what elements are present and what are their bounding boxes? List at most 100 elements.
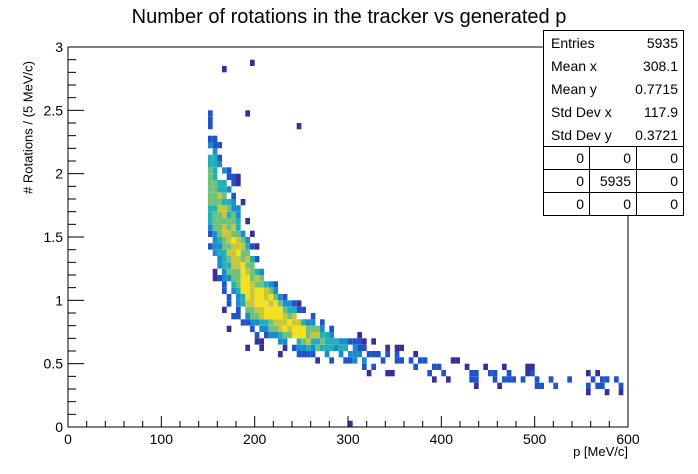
- heatmap-cell: [226, 243, 232, 250]
- heatmap-cell: [231, 268, 236, 275]
- heatmap-cell: [231, 275, 236, 282]
- heatmap-cell: [469, 370, 474, 377]
- heatmap-cell: [254, 256, 260, 263]
- heatmap-cell: [240, 319, 246, 326]
- heatmap-cell: [343, 357, 348, 364]
- heatmap-cell: [250, 294, 255, 301]
- heatmap-cell: [324, 332, 330, 339]
- heatmap-cell: [292, 344, 297, 351]
- heatmap-cell: [264, 281, 269, 288]
- heatmap-cell: [273, 319, 278, 326]
- heatmap-cell: [217, 275, 222, 282]
- heatmap-cell: [236, 249, 241, 256]
- heatmap-cell: [240, 281, 246, 288]
- heatmap-cell: [338, 351, 344, 358]
- heatmap-cell: [222, 230, 227, 237]
- heatmap-cell: [292, 319, 297, 326]
- heatmap-cell: [282, 313, 288, 320]
- y-tick-label: 3: [55, 39, 63, 55]
- heatmap-cell: [329, 344, 334, 351]
- heatmap-cell: [385, 351, 390, 358]
- heatmap-cell: [282, 306, 288, 313]
- heatmap-cell: [586, 382, 591, 389]
- y-tick-label: 1.5: [44, 229, 64, 245]
- heatmap-cell: [208, 180, 213, 187]
- heatmap-cell: [217, 243, 222, 250]
- heatmap-cell: [222, 211, 227, 218]
- heatmap-cell: [208, 167, 213, 174]
- heatmap-cell: [236, 180, 241, 187]
- heatmap-cell: [226, 294, 232, 301]
- overflow-cell: 5935: [590, 169, 637, 192]
- heatmap-cell: [245, 218, 250, 225]
- heatmap-cell: [217, 142, 222, 149]
- heatmap-cell: [254, 306, 260, 313]
- x-tick-label: 500: [523, 431, 547, 447]
- heatmap-cell: [259, 268, 264, 275]
- heatmap-cell: [208, 123, 213, 130]
- heatmap-cell: [413, 351, 418, 358]
- heatmap-cell: [268, 306, 274, 313]
- stats-value: 0.3721: [635, 126, 678, 143]
- heatmap-cell: [278, 351, 283, 358]
- heatmap-cell: [217, 180, 222, 187]
- stats-label: Std Dev y: [551, 126, 612, 143]
- heatmap-cell: [264, 332, 269, 339]
- heatmap-cell: [310, 351, 316, 358]
- heatmap-cell: [226, 262, 232, 269]
- chart-title: Number of rotations in the tracker vs ge…: [131, 6, 567, 28]
- heatmap-cell: [236, 287, 241, 294]
- heatmap-cell: [212, 199, 218, 206]
- heatmap-cell: [614, 376, 619, 383]
- heatmap-cell: [222, 275, 227, 282]
- heatmap-cell: [231, 262, 236, 269]
- heatmap-cell: [250, 268, 255, 275]
- heatmap-cell: [236, 237, 241, 244]
- heatmap-cell: [268, 287, 274, 294]
- heatmap-cell: [338, 344, 344, 351]
- heatmap-cell: [474, 370, 479, 377]
- heatmap-cell: [240, 230, 246, 237]
- overflow-cell: 0: [544, 146, 590, 169]
- heatmap-cell: [236, 275, 241, 282]
- heatmap-cell: [273, 281, 278, 288]
- heatmap-cell: [278, 319, 283, 326]
- heatmap-cell: [282, 294, 288, 301]
- heatmap-cell: [208, 135, 213, 142]
- heatmap-cell: [212, 218, 218, 225]
- heatmap-cell: [296, 123, 302, 130]
- heatmap-cell: [348, 351, 353, 358]
- heatmap-cell: [231, 249, 236, 256]
- heatmap-cell: [282, 338, 288, 345]
- heatmap-cell: [390, 370, 395, 377]
- heatmap-cell: [278, 325, 283, 332]
- x-tick-label: 300: [336, 431, 360, 447]
- heatmap-cell: [292, 300, 297, 307]
- heatmap-cell: [268, 294, 274, 301]
- heatmap-cell: [320, 338, 325, 345]
- heatmap-cell: [296, 306, 302, 313]
- heatmap-cell: [278, 294, 283, 301]
- heatmap-cell: [334, 344, 339, 351]
- stats-row-std-x: Std Dev x 117.9: [544, 100, 683, 123]
- heatmap-cell: [329, 332, 334, 339]
- heatmap-cell: [352, 344, 358, 351]
- heatmap-cell: [240, 256, 246, 263]
- heatmap-cell: [222, 66, 227, 73]
- heatmap-cell: [212, 180, 218, 187]
- heatmap-cell: [222, 186, 227, 193]
- heatmap-cell: [268, 313, 274, 320]
- heatmap-cell: [212, 243, 218, 250]
- heatmap-cell: [226, 167, 232, 174]
- heatmap-cell: [539, 382, 544, 389]
- heatmap-cell: [212, 224, 218, 231]
- heatmap-cell: [366, 351, 372, 358]
- heatmap-cell: [212, 135, 218, 142]
- heatmap-cell: [259, 338, 264, 345]
- heatmap-cell: [394, 357, 400, 364]
- heatmap-cell: [245, 313, 250, 320]
- heatmap-cell: [208, 199, 213, 206]
- heatmap-cell: [231, 230, 236, 237]
- heatmap-cell: [254, 268, 260, 275]
- heatmap-cell: [282, 332, 288, 339]
